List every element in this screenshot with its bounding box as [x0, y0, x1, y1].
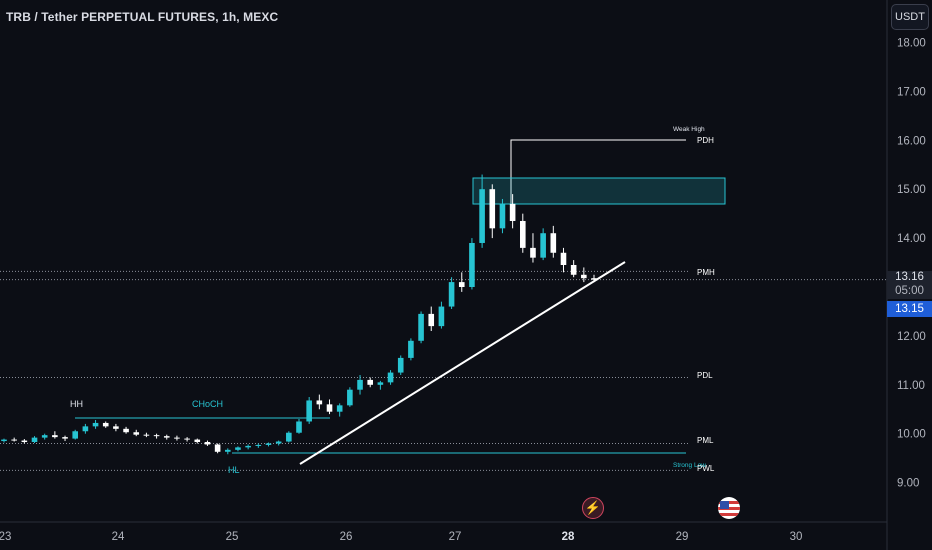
candle-body	[489, 189, 496, 229]
candle-body	[11, 439, 17, 441]
candle-body	[214, 444, 221, 452]
currency-button[interactable]: USDT	[891, 4, 929, 30]
time-tick-label: 26	[340, 531, 353, 543]
price-tick-label: 17.00	[897, 86, 926, 98]
candle-body	[133, 432, 140, 435]
candle-body	[113, 426, 119, 429]
candle-body	[367, 379, 374, 385]
chart-title: TRB / Tether PERPETUAL FUTURES, 1h, MEXC	[6, 10, 279, 24]
strong-low-label: Strong Low	[673, 462, 706, 469]
candle-body	[275, 441, 282, 444]
candle-body	[224, 449, 231, 452]
candle-body	[408, 340, 414, 358]
candle-body	[153, 435, 160, 437]
price-tick-label: 15.00	[897, 184, 926, 196]
candle-body	[377, 382, 384, 385]
candle-body	[499, 203, 506, 229]
candle-body	[458, 282, 465, 287]
candle-body	[550, 233, 557, 253]
flash-icon[interactable]: ⚡	[582, 497, 604, 519]
price-tick-label: 9.00	[897, 478, 919, 490]
candle-body	[21, 440, 28, 443]
candle-body	[265, 443, 272, 445]
bar-countdown-label: 05:00	[887, 285, 932, 299]
us-flag-icon[interactable]	[718, 497, 740, 519]
candle-body	[560, 252, 567, 265]
price-tick-label: 14.00	[897, 233, 926, 245]
trend-line	[299, 261, 626, 465]
candle-body	[336, 405, 343, 412]
hl-label: HL	[228, 465, 240, 475]
time-tick-label: 23	[0, 531, 11, 543]
time-tick-label: 24	[112, 531, 125, 543]
candle-body	[438, 306, 445, 327]
candle-body	[591, 278, 597, 280]
weak-high-line	[510, 139, 686, 205]
candle-body	[102, 422, 109, 427]
candle-body	[530, 247, 536, 258]
candle-body	[52, 435, 58, 438]
candle-body	[347, 389, 353, 406]
candle-body	[1, 439, 7, 442]
candle-body	[286, 432, 292, 442]
candle-body	[326, 404, 333, 412]
candle-body	[448, 282, 455, 307]
price-tick-label: 10.00	[897, 429, 926, 441]
pmh-label: PMH	[697, 268, 715, 277]
candle-body	[174, 437, 180, 439]
candle-body	[418, 313, 424, 341]
current-price-label: 13.15	[887, 301, 932, 317]
candle-body	[72, 431, 79, 439]
price-tick-label: 16.00	[897, 135, 926, 147]
choch-label: CHoCH	[192, 399, 223, 409]
candle-body	[204, 442, 211, 445]
candle-body	[581, 274, 587, 279]
candle-body	[570, 264, 577, 275]
time-tick-label: 30	[790, 531, 803, 543]
candle-body	[519, 220, 526, 248]
candle-body	[397, 357, 404, 373]
price-tick-label: 11.00	[897, 380, 925, 392]
candle-body	[479, 189, 485, 243]
weak-high-label: Weak High	[673, 126, 705, 133]
pdh-label: PDH	[697, 136, 714, 145]
time-tick-label: 25	[226, 531, 239, 543]
pml-label: PML	[697, 436, 714, 445]
candle-body	[194, 439, 201, 443]
candle-body	[469, 242, 475, 287]
candle-body	[509, 203, 516, 221]
time-tick-label: 27	[449, 531, 462, 543]
candle-body	[123, 428, 129, 433]
last-price-label: 13.16	[887, 271, 932, 285]
candle-body	[296, 421, 302, 433]
candle-body	[306, 400, 312, 422]
hh-label: HH	[70, 399, 83, 409]
candle-body	[163, 436, 170, 438]
supply-zone-box	[472, 177, 726, 205]
candle-body	[235, 447, 241, 450]
candle-body	[41, 435, 48, 438]
candle-body	[184, 438, 190, 440]
price-tick-label: 18.00	[897, 38, 926, 50]
candle-body	[92, 422, 99, 427]
candle-body	[357, 379, 363, 390]
time-tick-label: 28	[562, 531, 575, 543]
price-tick-label: 12.00	[897, 331, 926, 343]
time-tick-label: 29	[676, 531, 689, 543]
candle-body	[255, 444, 262, 446]
pwl-label: PWL	[697, 464, 715, 473]
candle-body	[387, 372, 394, 383]
candle-body	[31, 437, 38, 443]
candle-body	[143, 434, 150, 436]
candle-body	[316, 400, 323, 405]
candle-body	[82, 426, 89, 432]
candle-body	[428, 313, 435, 327]
candle-body	[540, 233, 546, 258]
candle-body	[62, 437, 68, 439]
candle-body	[245, 445, 251, 448]
pdl-label: PDL	[697, 371, 713, 380]
